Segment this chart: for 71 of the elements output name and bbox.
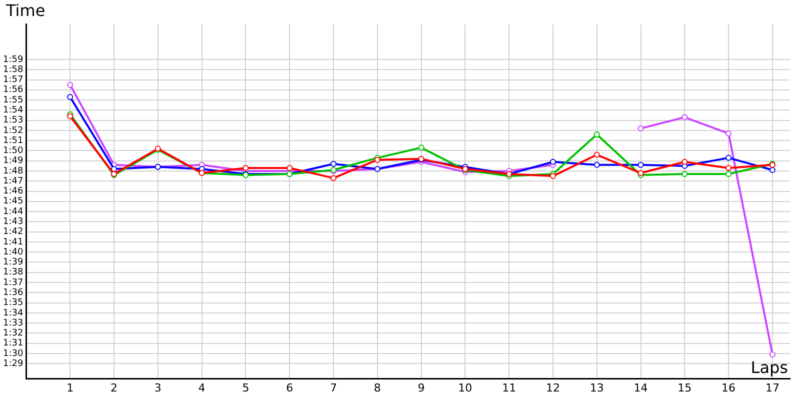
x-tick-label: 4 <box>198 381 206 394</box>
x-tick-label: 5 <box>242 381 250 394</box>
x-tick-label: 2 <box>110 381 118 394</box>
y-tick-label: 1:29 <box>2 358 24 369</box>
point <box>67 82 74 88</box>
x-tick-label: 13 <box>590 381 604 394</box>
x-tick-label: 1 <box>66 381 74 394</box>
y-tick-label: 1:44 <box>2 206 24 217</box>
x-tick-label: 9 <box>418 381 425 394</box>
y-tick-label: 1:40 <box>2 247 24 258</box>
y-tick-label: 1:59 <box>2 54 24 65</box>
y-tick-label: 1:38 <box>2 268 24 278</box>
y-tick-label: 1:58 <box>2 64 24 75</box>
x-tick-label: 6 <box>286 381 294 394</box>
point <box>594 162 600 168</box>
point <box>638 125 644 132</box>
y-tick-label: 1:49 <box>2 156 24 166</box>
y-tick-label: 1:53 <box>2 116 24 126</box>
y-tick-label: 1:31 <box>2 338 24 349</box>
x-tick-label: 16 <box>722 381 736 394</box>
x-tick-label: 14 <box>634 381 648 394</box>
point <box>550 158 556 165</box>
y-tick-label: 1:50 <box>2 146 24 156</box>
point <box>726 164 732 171</box>
y-tick-label: 1:46 <box>2 186 24 197</box>
point <box>67 94 74 100</box>
y-tick-label: 1:51 <box>2 136 24 146</box>
point <box>726 154 732 161</box>
x-tick-label: 8 <box>374 381 381 394</box>
point <box>726 171 732 178</box>
point <box>726 130 732 136</box>
x-tick-label: 7 <box>330 381 337 394</box>
point <box>594 152 600 158</box>
y-tick-label: 1:35 <box>2 298 24 308</box>
point <box>330 160 336 167</box>
x-axis-title: Laps <box>750 358 788 377</box>
y-tick-label: 1:48 <box>2 166 24 176</box>
y-tick-label: 1:32 <box>2 328 24 339</box>
y-tick-label: 1:34 <box>2 308 24 318</box>
y-tick-label: 1:57 <box>2 75 24 86</box>
point <box>242 164 249 171</box>
point <box>682 158 688 165</box>
x-tick-label: 3 <box>154 381 162 394</box>
y-tick-label: 1:37 <box>2 278 24 288</box>
x-tick-label: 17 <box>765 381 780 394</box>
point <box>769 351 776 358</box>
x-tick-label: 10 <box>458 381 472 394</box>
y-tick-label: 1:54 <box>2 106 24 116</box>
point <box>682 171 688 178</box>
y-tick-label: 1:42 <box>2 227 24 238</box>
y-tick-label: 1:45 <box>2 196 24 207</box>
x-tick-label: 15 <box>678 381 692 394</box>
point <box>594 131 600 138</box>
point <box>286 164 293 171</box>
point <box>638 162 644 168</box>
y-tick-label: 1:41 <box>2 237 24 248</box>
y-tick-label: 1:55 <box>2 95 24 106</box>
y-tick-label: 1:43 <box>2 217 24 228</box>
y-tick-label: 1:36 <box>2 288 24 298</box>
point <box>418 144 424 151</box>
y-axis-title: Time <box>5 1 46 20</box>
y-tick-label: 1:56 <box>2 85 24 96</box>
y-tick-label: 1:52 <box>2 126 24 136</box>
point <box>330 175 336 182</box>
x-tick-label: 12 <box>546 381 560 394</box>
point <box>682 114 688 120</box>
y-tick-label: 1:39 <box>2 258 24 268</box>
x-tick-label: 11 <box>502 381 516 394</box>
y-tick-label: 1:30 <box>2 348 24 359</box>
y-tick-label: 1:47 <box>2 176 24 186</box>
y-tick-label: 1:33 <box>2 318 24 328</box>
